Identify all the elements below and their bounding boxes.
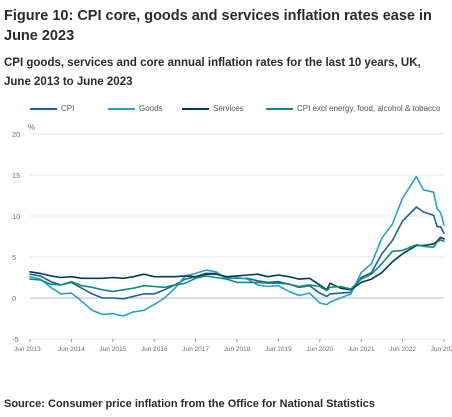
line-chart: -5 0 5 10 15 20% Jun 2013 Jun 2014 Jun 2015 Jun 2…	[12, 123, 452, 353]
legend-swatch-cpi	[30, 108, 57, 110]
series-line-goods	[29, 175, 445, 317]
x-tick-label-7: Jun 2020	[306, 346, 333, 353]
y-tick-label-2: 5	[12, 253, 16, 262]
x-tick-label-2: Jun 2015	[99, 346, 126, 353]
legend-label-services: Services	[213, 104, 244, 113]
legend-swatch-services	[182, 108, 209, 110]
y-axis-label: %	[28, 123, 35, 132]
legend-swatch-core	[266, 108, 293, 110]
y-tick-label-0: -5	[12, 335, 19, 344]
x-tick-label-4: Jun 2017	[182, 346, 209, 353]
y-tick-label-3: 10	[12, 212, 20, 221]
series-line-cpi	[29, 206, 445, 300]
figure-title: Figure 10: CPI core, goods and services …	[4, 8, 432, 44]
x-tick-label-9: Jun 2022	[389, 346, 416, 353]
figure-subtitle: CPI goods, services and core annual infl…	[4, 57, 421, 88]
y-tick-label-4: 15	[12, 171, 20, 180]
legend-label-cpi: CPI	[61, 104, 75, 113]
x-tick-label-1: Jun 2014	[58, 346, 85, 353]
legend-label-goods: Goods	[139, 104, 163, 113]
source-note: Source: Consumer price inflation from th…	[4, 398, 376, 410]
y-tick-label-1: 0	[12, 294, 16, 303]
x-tick-label-8: Jun 2021	[348, 346, 375, 353]
x-tick-label-10: Jun 2023	[431, 346, 452, 353]
x-tick-label-0: Jun 2013	[14, 346, 41, 353]
x-tick-label-5: Jun 2018	[224, 346, 251, 353]
y-tick-label-5: 20	[12, 130, 20, 139]
legend-swatch-goods	[108, 108, 135, 110]
x-tick-label-6: Jun 2019	[265, 346, 292, 353]
legend-label-core: CPI excl energy, food, alcohol & tobacco	[297, 104, 441, 113]
series-line-core	[29, 239, 445, 293]
x-tick-label-3: Jun 2016	[141, 346, 168, 353]
series-line-services	[29, 236, 445, 291]
